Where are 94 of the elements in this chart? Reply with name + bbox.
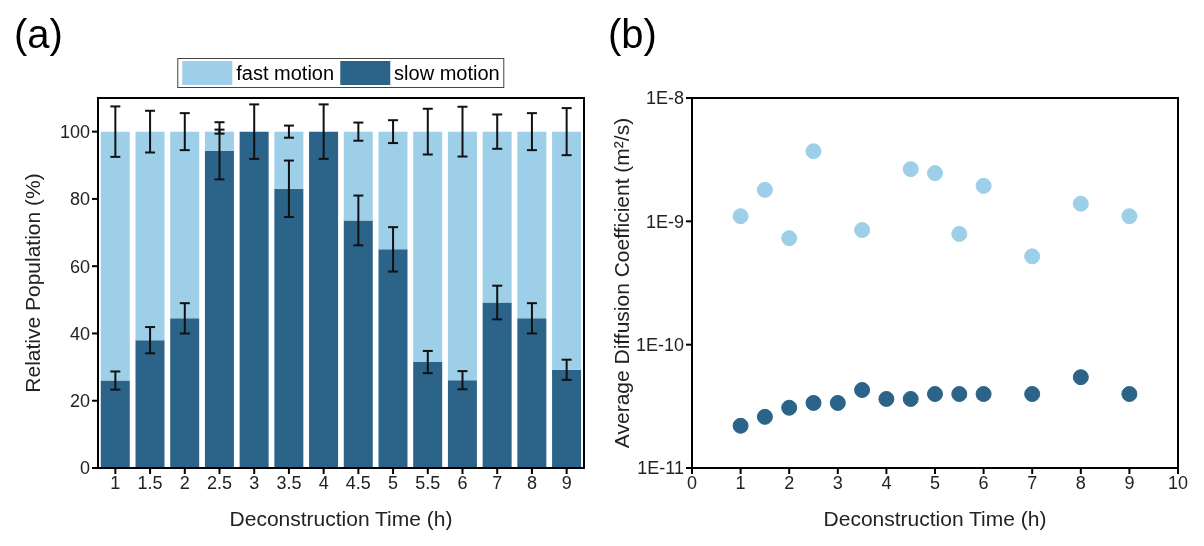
x-axis-title: Deconstruction Time (h) [823, 507, 1047, 530]
bar [482, 302, 512, 468]
point [732, 208, 749, 225]
point [902, 390, 919, 407]
point [854, 382, 871, 398]
x-tick-label: 0 [686, 472, 698, 493]
point [854, 222, 871, 239]
point [902, 161, 919, 178]
y-tick-label: 100 [59, 122, 90, 143]
bar [552, 131, 582, 370]
x-tick-label: 8 [526, 472, 537, 493]
point [927, 165, 943, 182]
y-tick-label: 1E-8 [645, 88, 684, 109]
point [951, 225, 968, 242]
y-tick-label: 80 [69, 189, 90, 210]
point [975, 386, 992, 403]
bar [100, 380, 130, 468]
x-axis-title: Deconstruction Time (h) [229, 507, 453, 530]
x-tick-label: 7 [492, 472, 503, 493]
x-tick-label: 5.5 [415, 472, 441, 493]
x-tick-label: 2 [179, 472, 190, 493]
point [781, 399, 798, 416]
x-tick-label: 1.5 [137, 472, 163, 493]
x-tick-label: 2 [784, 472, 795, 493]
bar [135, 340, 165, 468]
y-tick-label: 0 [79, 458, 90, 479]
point [975, 177, 992, 194]
point [1024, 386, 1041, 403]
y-tick-label: 1E-10 [635, 335, 684, 356]
bar [447, 380, 477, 468]
point [756, 181, 773, 198]
bar [378, 131, 408, 250]
point [805, 143, 822, 160]
x-tick-label: 6 [978, 472, 989, 493]
y-axis-title: Average Diffusion Coefficient (m²/s) [610, 117, 634, 449]
y-tick-label: 1E-11 [637, 458, 684, 479]
x-tick-label: 9 [1124, 472, 1135, 493]
y-axis-title: Relative Population (%) [21, 173, 45, 393]
bar [100, 131, 130, 381]
bar [413, 131, 443, 363]
x-tick-label: 3.5 [276, 472, 302, 493]
bar [239, 131, 269, 468]
x-tick-label: 5 [388, 472, 399, 493]
x-tick-label: 9 [561, 472, 572, 493]
bar [343, 220, 373, 468]
bar [517, 318, 547, 468]
x-tick-label: 5 [929, 472, 941, 493]
bar [343, 131, 373, 221]
point [951, 386, 968, 403]
bar [413, 362, 443, 468]
y-tick-label: 1E-9 [645, 211, 684, 232]
x-tick-label: 10 [1167, 472, 1189, 493]
x-tick-label: 8 [1075, 472, 1086, 493]
x-tick-label: 4.5 [345, 472, 371, 493]
bar [517, 131, 547, 319]
bar [274, 188, 304, 468]
point [1121, 208, 1138, 225]
bar [204, 150, 234, 468]
point [1072, 195, 1089, 212]
point [756, 408, 773, 425]
point [878, 390, 895, 407]
point [927, 386, 943, 403]
point [732, 417, 749, 434]
point [781, 230, 798, 247]
point [1072, 369, 1089, 386]
y-tick-label: 40 [69, 323, 90, 344]
bar [170, 318, 200, 468]
x-tick-label: 6 [457, 472, 468, 493]
bar [447, 131, 477, 381]
x-tick-label: 3 [832, 472, 843, 493]
bar [378, 249, 408, 468]
x-tick-label: 4 [881, 472, 892, 493]
chart-title: (a) [14, 12, 63, 57]
y-tick-label: 20 [69, 391, 90, 412]
x-tick-label: 2.5 [206, 472, 233, 493]
point [1121, 386, 1138, 403]
bar [552, 369, 582, 468]
point [829, 394, 846, 411]
bar [170, 131, 200, 319]
x-tick-label: 7 [1027, 472, 1038, 493]
bar [274, 131, 304, 189]
x-tick-label: 4 [318, 472, 329, 493]
legend-label: slow motion [394, 61, 500, 85]
x-tick-label: 1 [110, 472, 121, 493]
x-tick-label: 3 [249, 472, 260, 493]
legend-label: fast motion [236, 61, 335, 85]
chart-title: (b) [608, 12, 657, 57]
y-tick-label: 60 [69, 256, 90, 277]
bar [135, 131, 165, 341]
x-tick-label: 1 [735, 472, 746, 493]
point [1024, 248, 1041, 265]
bar [482, 131, 512, 303]
point [805, 394, 822, 411]
bar [309, 131, 339, 468]
